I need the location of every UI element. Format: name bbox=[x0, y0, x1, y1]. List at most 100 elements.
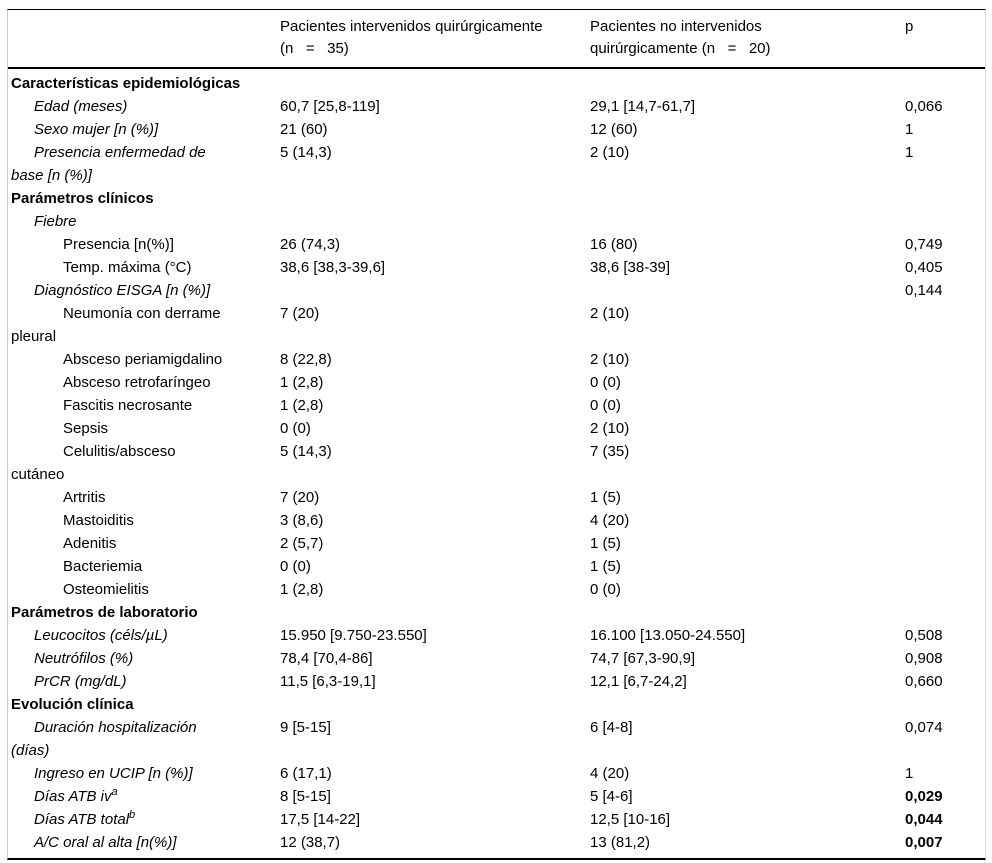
value-intervened: 1 (2,8) bbox=[280, 581, 324, 598]
p-value: 0,029 bbox=[905, 788, 943, 805]
row-label-text: Evolución clínica bbox=[11, 696, 134, 713]
p-value: 1 bbox=[905, 121, 914, 138]
value-not-intervened: 2 (10) bbox=[590, 144, 630, 161]
table-row: Neumonía con derrame pleural 7 (20) 2 (10) bbox=[8, 302, 985, 348]
table-row: Diagnóstico EISGA [n (%)] 0,144 bbox=[8, 279, 985, 302]
table-row: Absceso periamigdalino 8 (22,8) 2 (10) bbox=[8, 348, 985, 371]
row-label-text: Sepsis bbox=[63, 420, 109, 437]
p-value: 0,908 bbox=[905, 650, 943, 667]
section-title: Características epidemiológicas bbox=[8, 72, 280, 95]
header-intervened: Pacientes intervenidos quirúrgicamente (… bbox=[280, 18, 543, 57]
row-label: Sepsis bbox=[8, 417, 280, 440]
table-row: Neutrófilos (%) 78,4 [70,4-86] 74,7 [67,3-… bbox=[8, 647, 985, 670]
row-label: Diagnóstico EISGA [n (%)] bbox=[8, 279, 280, 302]
comparison-table: Pacientes intervenidos quirúrgicamente (… bbox=[7, 9, 986, 860]
p-value: 0,066 bbox=[905, 98, 943, 115]
row-label: Osteomielitis bbox=[8, 578, 280, 601]
row-label: Fiebre bbox=[8, 210, 280, 233]
value-not-intervened: 38,6 [38-39] bbox=[590, 259, 671, 276]
table-row: Días ATB totalb 17,5 [14-22] 12,5 [10-16] 0… bbox=[8, 808, 985, 831]
table-row: Edad (meses) 60,7 [25,8-119] 29,1 [14,7-61… bbox=[8, 95, 985, 118]
footnote-marker: b bbox=[129, 809, 136, 821]
row-label-text: Adenitis bbox=[63, 535, 117, 552]
value-intervened: 5 (14,3) bbox=[280, 443, 332, 460]
row-label-text: Edad (meses) bbox=[34, 98, 128, 115]
row-label-text: Parámetros de laboratorio bbox=[11, 604, 198, 621]
table-row: Presencia [n(%)] 26 (74,3) 16 (80) 0,749 bbox=[8, 233, 985, 256]
value-not-intervened: 6 [4-8] bbox=[590, 719, 633, 736]
row-label: PrCR (mg/dL) bbox=[8, 670, 280, 693]
value-intervened: 7 (20) bbox=[280, 489, 320, 506]
row-label-text: Días ATB total bbox=[34, 811, 130, 828]
header-not-intervened: Pacientes no intervenidos quirúrgicament… bbox=[590, 18, 771, 57]
table-row: Sexo mujer [n (%)] 21 (60) 12 (60) 1 bbox=[8, 118, 985, 141]
table-row: Ingreso en UCIP [n (%)] 6 (17,1) 4 (20) 1 bbox=[8, 762, 985, 785]
value-not-intervened: 0 (0) bbox=[590, 374, 621, 391]
value-intervened: 26 (74,3) bbox=[280, 236, 341, 253]
value-not-intervened: 13 (81,2) bbox=[590, 834, 651, 851]
row-label-text: A/C oral al alta [n(%)] bbox=[34, 834, 177, 851]
row-label: Artritis bbox=[8, 486, 280, 509]
row-label: Bacteriemia bbox=[8, 555, 280, 578]
table-row: Osteomielitis 1 (2,8) 0 (0) bbox=[8, 578, 985, 601]
section-title: Parámetros clínicos bbox=[8, 187, 280, 210]
table-row: PrCR (mg/dL) 11,5 [6,3-19,1] 12,1 [6,7-24,… bbox=[8, 670, 985, 693]
table-row: Fiebre bbox=[8, 210, 985, 233]
section-row: Parámetros clínicos bbox=[8, 187, 985, 210]
row-label-text: Temp. máxima (°C) bbox=[63, 259, 192, 276]
value-intervened: 17,5 [14-22] bbox=[280, 811, 361, 828]
row-label: Neumonía con derrame pleural bbox=[8, 302, 280, 348]
value-intervened: 78,4 [70,4-86] bbox=[280, 650, 373, 667]
table-row: Artritis 7 (20) 1 (5) bbox=[8, 486, 985, 509]
p-value: 1 bbox=[905, 765, 914, 782]
value-not-intervened: 0 (0) bbox=[590, 397, 621, 414]
value-not-intervened: 1 (5) bbox=[590, 535, 621, 552]
table-row: Sepsis 0 (0) 2 (10) bbox=[8, 417, 985, 440]
header-p: p bbox=[905, 18, 914, 35]
row-label-text: Neumonía con derrame pleural bbox=[11, 305, 221, 345]
table-row: Fascitis necrosante 1 (2,8) 0 (0) bbox=[8, 394, 985, 417]
table-header: Pacientes intervenidos quirúrgicamente (… bbox=[8, 10, 985, 69]
p-value: 0,508 bbox=[905, 627, 943, 644]
value-intervened: 2 (5,7) bbox=[280, 535, 324, 552]
value-not-intervened: 7 (35) bbox=[590, 443, 630, 460]
value-intervened: 9 [5-15] bbox=[280, 719, 331, 736]
p-value: 0,044 bbox=[905, 811, 943, 828]
row-label: Ingreso en UCIP [n (%)] bbox=[8, 762, 280, 785]
value-intervened: 15.950 [9.750-23.550] bbox=[280, 627, 427, 644]
table-body: Características epidemiológicas Edad (mes… bbox=[8, 69, 985, 858]
value-not-intervened: 0 (0) bbox=[590, 581, 621, 598]
row-label-text: Neutrófilos (%) bbox=[34, 650, 134, 667]
row-label-text: Artritis bbox=[63, 489, 106, 506]
row-label-text: Fascitis necrosante bbox=[63, 397, 193, 414]
value-not-intervened: 29,1 [14,7-61,7] bbox=[590, 98, 696, 115]
row-label-text: Presencia enfermedad de base [n (%)] bbox=[11, 144, 206, 184]
row-label-text: Duración hospitalización (días) bbox=[11, 719, 197, 759]
value-not-intervened: 4 (20) bbox=[590, 765, 630, 782]
row-label-text: Sexo mujer [n (%)] bbox=[34, 121, 159, 138]
section-row: Parámetros de laboratorio bbox=[8, 601, 985, 624]
value-intervened: 38,6 [38,3-39,6] bbox=[280, 259, 386, 276]
row-label: Temp. máxima (°C) bbox=[8, 256, 280, 279]
row-label: Celulitis/absceso cutáneo bbox=[8, 440, 280, 486]
value-not-intervened: 16 (80) bbox=[590, 236, 638, 253]
value-not-intervened: 16.100 [13.050-24.550] bbox=[590, 627, 746, 644]
value-intervened: 12 (38,7) bbox=[280, 834, 341, 851]
row-label: Adenitis bbox=[8, 532, 280, 555]
value-not-intervened: 74,7 [67,3-90,9] bbox=[590, 650, 696, 667]
row-label-text: Leucocitos (céls/µL) bbox=[34, 627, 168, 644]
table-row: Bacteriemia 0 (0) 1 (5) bbox=[8, 555, 985, 578]
value-intervened: 0 (0) bbox=[280, 420, 311, 437]
row-label-text: Parámetros clínicos bbox=[11, 190, 154, 207]
p-value: 0,660 bbox=[905, 673, 943, 690]
value-not-intervened: 5 [4-6] bbox=[590, 788, 633, 805]
row-label-text: Diagnóstico EISGA [n (%)] bbox=[34, 282, 211, 299]
row-label-text: Absceso periamigdalino bbox=[63, 351, 223, 368]
section-row: Características epidemiológicas bbox=[8, 72, 985, 95]
row-label-text: Características epidemiológicas bbox=[11, 75, 241, 92]
row-label-text: Ingreso en UCIP [n (%)] bbox=[34, 765, 193, 782]
row-label: Presencia [n(%)] bbox=[8, 233, 280, 256]
table-row: Absceso retrofaríngeo 1 (2,8) 0 (0) bbox=[8, 371, 985, 394]
row-label: Fascitis necrosante bbox=[8, 394, 280, 417]
